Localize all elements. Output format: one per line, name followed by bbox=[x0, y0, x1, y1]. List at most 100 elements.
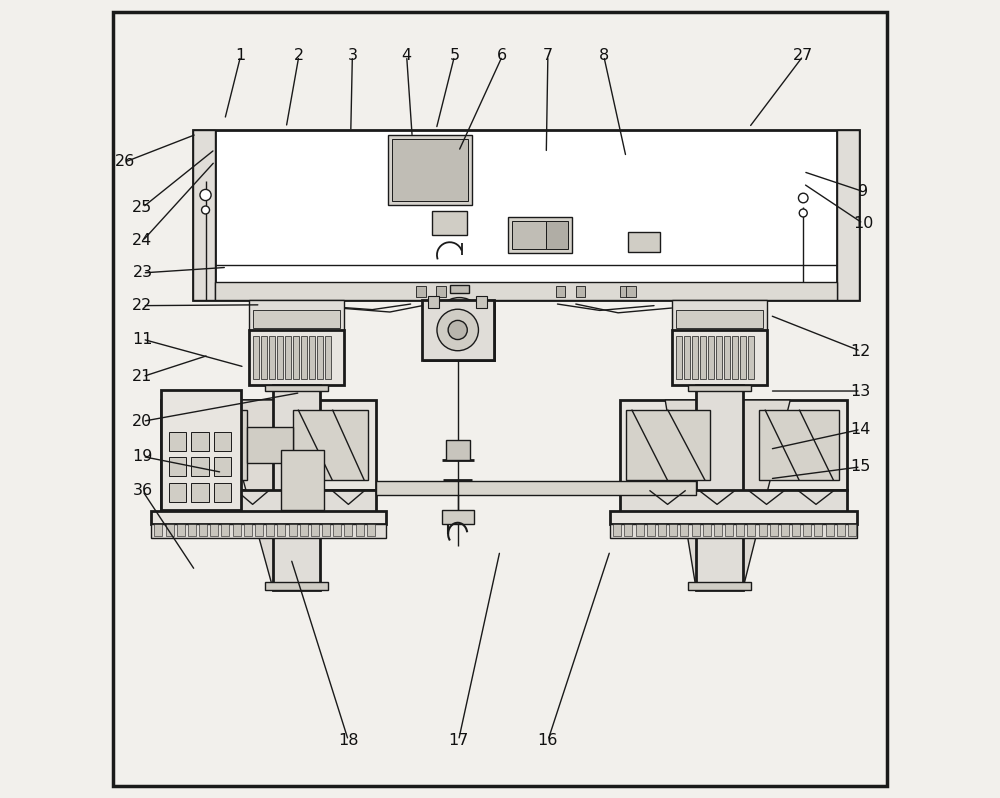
Bar bbox=[376, 480, 696, 495]
Bar bbox=[265, 385, 328, 391]
Bar bbox=[658, 523, 666, 536]
Circle shape bbox=[448, 320, 467, 340]
Bar bbox=[169, 432, 186, 451]
Text: 18: 18 bbox=[338, 733, 359, 748]
Bar bbox=[620, 400, 847, 490]
Bar bbox=[814, 523, 822, 536]
Bar bbox=[837, 130, 859, 300]
Text: 4: 4 bbox=[402, 49, 412, 63]
Bar bbox=[610, 511, 857, 523]
Bar bbox=[556, 286, 565, 297]
Bar bbox=[512, 221, 546, 249]
Bar bbox=[356, 523, 364, 536]
Bar bbox=[703, 523, 711, 536]
Bar bbox=[166, 523, 174, 536]
Bar bbox=[446, 440, 470, 460]
Bar bbox=[676, 310, 763, 329]
Bar bbox=[724, 337, 730, 378]
Text: 5: 5 bbox=[449, 49, 460, 63]
Bar bbox=[714, 523, 722, 536]
Bar bbox=[725, 523, 733, 536]
Text: 2: 2 bbox=[294, 49, 304, 63]
Bar bbox=[273, 385, 320, 590]
Bar bbox=[684, 337, 690, 378]
Bar bbox=[249, 300, 344, 330]
Bar bbox=[289, 523, 297, 536]
Bar bbox=[161, 390, 241, 510]
Bar bbox=[214, 457, 231, 476]
Bar bbox=[261, 337, 267, 378]
Bar bbox=[191, 483, 209, 502]
Text: 20: 20 bbox=[132, 414, 153, 429]
Bar bbox=[781, 523, 789, 536]
Bar bbox=[647, 523, 655, 536]
Text: 13: 13 bbox=[851, 384, 871, 398]
Bar bbox=[476, 296, 487, 308]
Bar bbox=[199, 523, 207, 536]
Bar bbox=[322, 523, 330, 536]
Bar bbox=[740, 337, 746, 378]
Text: 24: 24 bbox=[132, 234, 153, 248]
Bar bbox=[281, 450, 324, 510]
Bar bbox=[747, 523, 755, 536]
Bar bbox=[253, 310, 340, 329]
Text: 23: 23 bbox=[132, 266, 153, 280]
Bar bbox=[247, 427, 293, 463]
Bar bbox=[759, 523, 767, 536]
Polygon shape bbox=[221, 400, 320, 590]
Bar bbox=[613, 523, 621, 536]
Bar bbox=[169, 483, 186, 502]
Bar bbox=[392, 139, 468, 201]
Circle shape bbox=[437, 309, 478, 351]
Bar bbox=[422, 300, 494, 360]
Text: 26: 26 bbox=[115, 155, 135, 169]
Bar bbox=[191, 432, 209, 451]
Bar bbox=[672, 330, 767, 385]
Text: 15: 15 bbox=[851, 460, 871, 474]
Bar bbox=[732, 337, 738, 378]
Text: 22: 22 bbox=[132, 298, 153, 313]
Bar bbox=[191, 457, 209, 476]
Bar bbox=[450, 285, 469, 293]
Bar bbox=[546, 221, 568, 249]
Bar bbox=[151, 523, 386, 538]
Bar bbox=[214, 483, 231, 502]
Circle shape bbox=[798, 193, 808, 203]
Bar bbox=[837, 523, 845, 536]
Bar bbox=[736, 523, 744, 536]
Circle shape bbox=[435, 298, 483, 346]
Bar bbox=[680, 523, 688, 536]
Bar bbox=[508, 217, 572, 253]
Bar bbox=[266, 523, 274, 536]
Text: 14: 14 bbox=[851, 422, 871, 437]
Bar bbox=[300, 523, 308, 536]
Bar bbox=[708, 337, 714, 378]
Bar bbox=[770, 523, 778, 536]
Bar bbox=[214, 432, 231, 451]
Bar bbox=[759, 409, 839, 480]
Text: 16: 16 bbox=[538, 733, 558, 748]
Bar bbox=[249, 330, 344, 385]
Bar bbox=[277, 337, 283, 378]
Bar bbox=[716, 337, 722, 378]
Bar bbox=[432, 211, 467, 235]
Bar bbox=[188, 523, 196, 536]
Bar bbox=[367, 523, 375, 536]
Bar bbox=[624, 523, 632, 536]
Bar bbox=[309, 337, 315, 378]
Text: 10: 10 bbox=[853, 216, 873, 231]
Bar bbox=[301, 337, 307, 378]
Bar bbox=[792, 523, 800, 536]
Bar bbox=[669, 523, 677, 536]
Bar bbox=[803, 523, 811, 536]
Bar bbox=[253, 337, 259, 378]
Bar bbox=[636, 523, 644, 536]
Text: 12: 12 bbox=[851, 344, 871, 358]
Text: 21: 21 bbox=[132, 369, 153, 384]
Bar bbox=[700, 337, 706, 378]
Bar bbox=[177, 523, 185, 536]
Bar bbox=[317, 337, 323, 378]
Bar bbox=[848, 523, 856, 536]
Circle shape bbox=[202, 206, 210, 214]
Text: 36: 36 bbox=[132, 484, 153, 498]
